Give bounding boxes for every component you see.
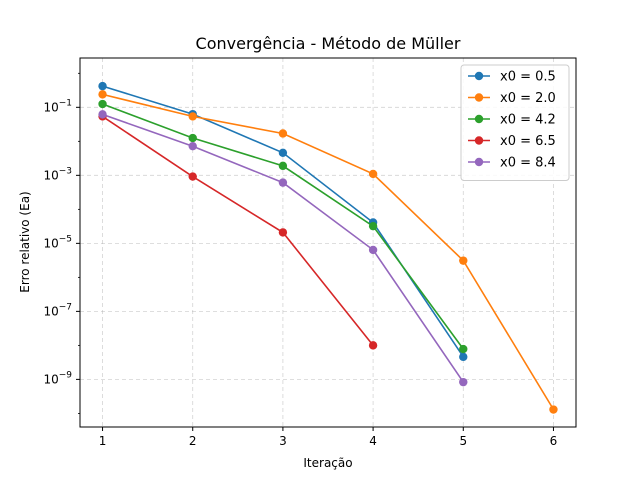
x-axis-label: Iteração xyxy=(303,456,352,470)
y-tick-base: 10 xyxy=(43,236,58,250)
legend-item: x0 = 6.5 xyxy=(468,134,556,149)
data-point xyxy=(459,256,468,265)
series-2 xyxy=(98,90,558,414)
x-tick-label: 2 xyxy=(189,434,197,448)
series-layer xyxy=(98,81,558,414)
y-tick-label: 10−9 xyxy=(43,370,72,386)
x-tick-label: 3 xyxy=(279,434,287,448)
series-3 xyxy=(98,99,468,354)
legend-label: x0 = 0.5 xyxy=(500,70,556,85)
legend-item: x0 = 0.5 xyxy=(468,70,556,85)
y-tick-exponent: −3 xyxy=(59,166,72,176)
x-tick-label: 1 xyxy=(99,434,107,448)
legend-marker xyxy=(474,114,484,124)
legend-marker xyxy=(474,71,484,81)
legend-item: x0 = 4.2 xyxy=(468,113,556,128)
legend-marker xyxy=(474,93,484,102)
legend-label: x0 = 4.2 xyxy=(500,113,556,128)
data-point xyxy=(278,178,288,187)
x-tick-label: 6 xyxy=(550,434,558,448)
data-point xyxy=(459,352,468,362)
data-point xyxy=(278,129,288,138)
x-tick-label: 5 xyxy=(459,434,467,448)
legend-label: x0 = 6.5 xyxy=(500,134,556,149)
series-line xyxy=(102,93,555,410)
data-point xyxy=(98,81,107,91)
data-point xyxy=(368,221,378,231)
y-tick-label: 10−5 xyxy=(43,234,72,250)
legend-marker xyxy=(474,136,484,145)
y-tick-exponent: −5 xyxy=(59,234,72,244)
data-point xyxy=(549,405,558,414)
data-point xyxy=(98,99,107,109)
data-point xyxy=(98,90,107,99)
y-tick-label: 10−3 xyxy=(43,166,72,182)
y-tick-base: 10 xyxy=(43,372,58,386)
legend-item: x0 = 2.0 xyxy=(468,91,556,106)
data-point xyxy=(98,110,107,119)
data-point xyxy=(278,161,288,171)
data-point xyxy=(188,112,197,121)
data-point xyxy=(459,377,468,387)
y-tick-exponent: −7 xyxy=(59,302,72,312)
y-tick-exponent: −9 xyxy=(59,370,73,380)
data-point xyxy=(278,148,288,157)
y-axis-label: Erro relativo (Ea) xyxy=(18,191,32,292)
data-point xyxy=(278,228,288,237)
legend-label: x0 = 2.0 xyxy=(500,91,556,106)
y-tick-exponent: −1 xyxy=(59,98,72,108)
legend-label: x0 = 8.4 xyxy=(500,156,556,171)
y-tick-base: 10 xyxy=(43,168,58,182)
axis-ticks: 1 2 3 4 5 610−910−710−510−310−1 xyxy=(43,72,558,448)
data-point xyxy=(368,169,378,179)
series-5 xyxy=(98,110,468,387)
plot-frame xyxy=(79,57,577,428)
data-point xyxy=(368,245,378,255)
data-point xyxy=(188,172,197,181)
chart-title: Convergência - Método de Müller xyxy=(196,34,461,53)
x-tick-label: 4 xyxy=(369,434,377,448)
data-point xyxy=(459,344,468,354)
data-point xyxy=(188,133,197,143)
y-tick-label: 10−1 xyxy=(43,98,72,114)
series-line xyxy=(102,115,374,346)
legend-frame xyxy=(460,64,570,181)
legend: x0 = 0.5 x0 = 2.0 x0 = 4.2 x0 = 6.5 x0 = 8.4 xyxy=(460,64,570,181)
legend-item: x0 = 8.4 xyxy=(468,156,556,171)
data-point xyxy=(368,341,378,350)
y-tick-base: 10 xyxy=(43,304,58,318)
legend-marker xyxy=(474,157,484,167)
y-tick-base: 10 xyxy=(43,100,58,114)
y-tick-label: 10−7 xyxy=(43,302,72,318)
data-point xyxy=(188,141,197,151)
